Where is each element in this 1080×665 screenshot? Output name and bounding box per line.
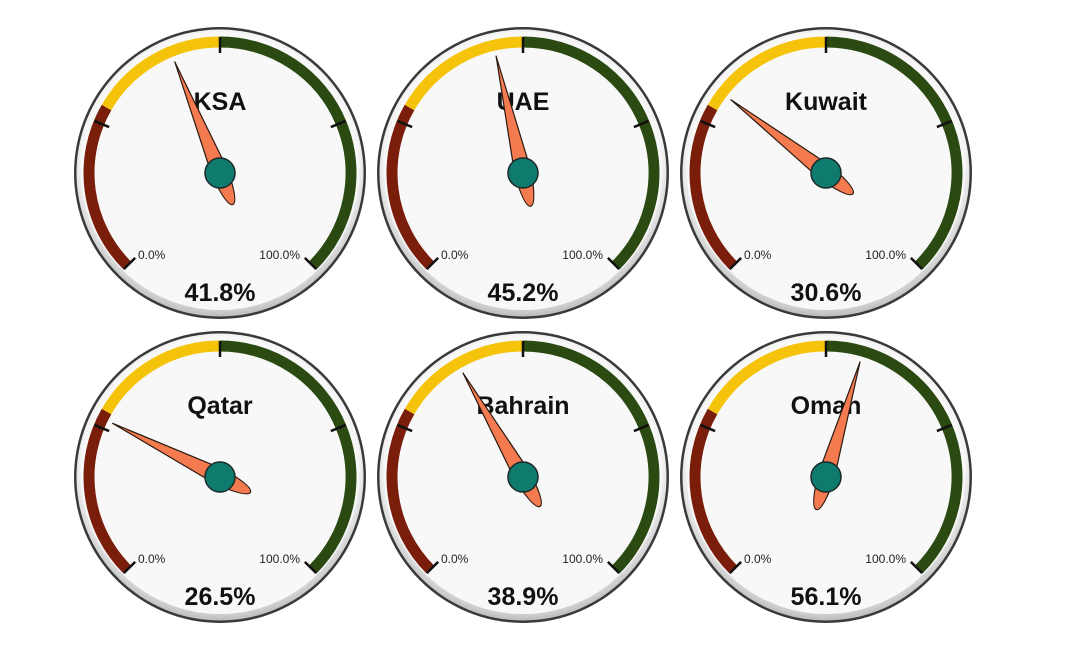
gauge-tick: [699, 423, 716, 433]
gauge-max-label: 100.0%: [865, 248, 906, 262]
gauge-hub: [507, 461, 539, 493]
gauge-tick: [425, 560, 440, 575]
gauge-band-mid: [707, 340, 827, 415]
gauge-tick: [396, 423, 413, 433]
gauge-tick: [728, 560, 743, 575]
gauge-tick: [936, 119, 953, 129]
gauge-max-label: 100.0%: [259, 552, 300, 566]
gauge-hub: [810, 461, 842, 493]
gauge-title: KSA: [194, 88, 247, 116]
gauge-max-label: 100.0%: [259, 248, 300, 262]
gauge-tick: [93, 423, 110, 433]
gauge-value-label: 38.9%: [488, 583, 559, 611]
gauge-hub: [810, 157, 842, 189]
gauge-band-low: [386, 408, 435, 574]
gauge-qatar: 0.0% 100.0% Qatar 26.5%: [74, 331, 366, 623]
gauge-tick: [633, 119, 650, 129]
gauge-tick: [330, 119, 347, 129]
gauge-max-label: 100.0%: [562, 248, 603, 262]
gauge-band-low: [689, 104, 738, 270]
gauge-tick: [699, 119, 716, 129]
gauge-hub: [204, 157, 236, 189]
gauge-band-low: [386, 104, 435, 270]
gauge-value-label: 30.6%: [791, 279, 862, 307]
gauge-tick: [728, 256, 743, 271]
gauge-value-label: 45.2%: [488, 279, 559, 307]
gauge-tick: [606, 256, 621, 271]
gauge-tick: [936, 423, 953, 433]
gauge-title: Qatar: [187, 392, 253, 420]
gauge-max-label: 100.0%: [865, 552, 906, 566]
gauge-value-label: 26.5%: [185, 583, 256, 611]
gauge-max-label: 100.0%: [562, 552, 603, 566]
gauge-band-low: [83, 104, 132, 270]
gauge-min-label: 0.0%: [138, 552, 166, 566]
gauge-tick: [122, 256, 137, 271]
gauge-tick: [909, 256, 924, 271]
gauge-tick: [425, 256, 440, 271]
gauge-tick: [122, 560, 137, 575]
gauge-value-label: 56.1%: [791, 583, 862, 611]
gauge-tick: [633, 423, 650, 433]
gauge-tick: [303, 256, 318, 271]
gauge-band-mid: [404, 340, 524, 415]
gauge-tick: [909, 560, 924, 575]
gauge-band-mid: [404, 36, 524, 111]
gauge-ksa: 0.0% 100.0% KSA 41.8%: [74, 27, 366, 319]
gauge-band-mid: [101, 340, 221, 415]
gauge-title: Kuwait: [785, 88, 868, 116]
gauge-kuwait: 0.0% 100.0% Kuwait 30.6%: [680, 27, 972, 319]
gauge-band-low: [83, 408, 132, 574]
gauge-hub: [507, 157, 539, 189]
gauge-min-label: 0.0%: [744, 552, 772, 566]
gauge-tick: [93, 119, 110, 129]
gauge-tick: [606, 560, 621, 575]
gauge-band-mid: [707, 36, 827, 111]
gauge-min-label: 0.0%: [441, 552, 469, 566]
gauge-tick: [396, 119, 413, 129]
gauge-band-low: [689, 408, 738, 574]
gauge-min-label: 0.0%: [441, 248, 469, 262]
gauge-tick: [303, 560, 318, 575]
gauge-band-mid: [101, 36, 221, 111]
gauge-min-label: 0.0%: [138, 248, 166, 262]
gauge-min-label: 0.0%: [744, 248, 772, 262]
gauge-hub: [204, 461, 236, 493]
gauge-tick: [330, 423, 347, 433]
gauge-value-label: 41.8%: [185, 279, 256, 307]
